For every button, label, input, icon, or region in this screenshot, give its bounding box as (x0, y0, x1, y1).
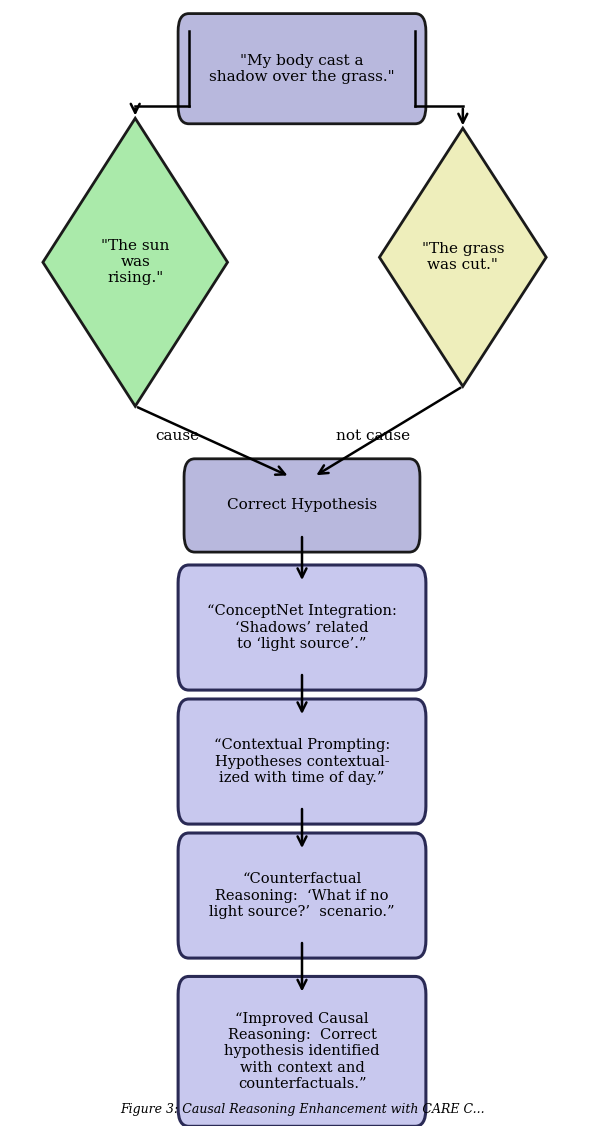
Text: “ConceptNet Integration:
‘Shadows’ related
to ‘light source’.”: “ConceptNet Integration: ‘Shadows’ relat… (207, 605, 397, 651)
Text: “Contextual Prompting:
Hypotheses contextual-
ized with time of day.”: “Contextual Prompting: Hypotheses contex… (214, 738, 390, 784)
FancyBboxPatch shape (178, 699, 426, 824)
FancyBboxPatch shape (178, 833, 426, 958)
Polygon shape (43, 119, 228, 406)
Text: "The grass
was cut.": "The grass was cut." (422, 242, 504, 272)
FancyBboxPatch shape (184, 459, 420, 553)
FancyBboxPatch shape (178, 565, 426, 690)
Text: Figure 3: Causal Reasoning Enhancement with CARE C...: Figure 3: Causal Reasoning Enhancement w… (120, 1103, 484, 1116)
Text: cause: cause (155, 429, 199, 443)
Polygon shape (379, 128, 546, 386)
Text: not cause: not cause (336, 429, 411, 443)
FancyBboxPatch shape (178, 14, 426, 124)
Text: "The sun
was
rising.": "The sun was rising." (101, 240, 169, 286)
Text: "My body cast a
shadow over the grass.": "My body cast a shadow over the grass." (209, 53, 395, 84)
Text: “Counterfactual
Reasoning:  ‘What if no
light source?’  scenario.”: “Counterfactual Reasoning: ‘What if no l… (209, 872, 395, 919)
Text: Correct Hypothesis: Correct Hypothesis (227, 498, 377, 512)
FancyBboxPatch shape (178, 976, 426, 1127)
Text: “Improved Causal
Reasoning:  Correct
hypothesis identified
with context and
coun: “Improved Causal Reasoning: Correct hypo… (224, 1012, 380, 1090)
